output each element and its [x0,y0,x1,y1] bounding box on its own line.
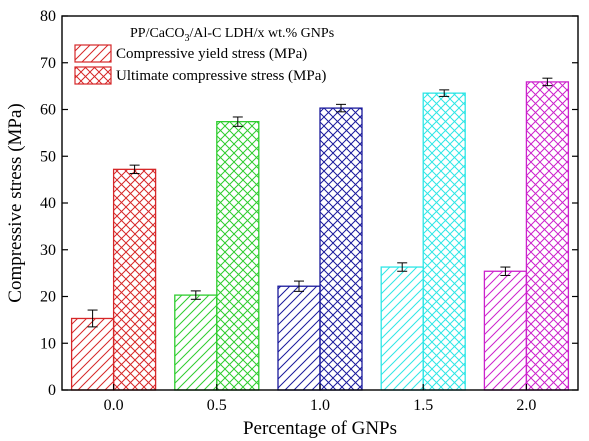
legend-title: PP/CaCO3/Al-C LDH/x wt.% GNPs [130,26,334,44]
x-axis-label: Percentage of GNPs [243,418,397,439]
x-tick-label: 2.0 [516,397,536,414]
bar-ultimate-0.5 [216,121,260,391]
y-tick-label: 60 [40,102,56,119]
legend-swatch-ultimate [74,66,112,85]
x-tick-label: 1.5 [413,397,433,414]
x-tick-label: 0.5 [207,397,227,414]
bar-ultimate-0.0 [112,168,157,391]
y-tick-label: 50 [40,148,56,165]
bar-ultimate-1.5 [422,92,466,391]
bar-yield-0.5 [174,294,218,391]
y-tick-label: 40 [40,195,56,212]
y-tick-label: 80 [40,8,56,25]
y-tick-label: 10 [40,335,56,352]
x-tick-label: 0.0 [104,397,124,414]
bar-yield-1.5 [380,266,424,391]
y-tick-label: 70 [40,55,56,72]
plot-layer [70,77,570,391]
legend-label-ultimate: Ultimate compressive stress (MPa) [116,68,326,84]
bar-ultimate-2.0 [525,81,570,391]
y-tick-label: 20 [40,289,56,306]
y-tick-label: 30 [40,242,56,259]
y-tick-label: 0 [48,382,56,399]
bar-ultimate-1.0 [319,107,363,391]
x-tick-label: 1.0 [310,397,330,414]
bar-yield-1.0 [277,285,321,391]
y-axis-label: Compressive stress (MPa) [5,103,26,302]
bar-yield-0.0 [70,317,115,391]
legend-swatch-yield [74,44,112,63]
bar-yield-2.0 [483,270,528,391]
legend: PP/CaCO3/Al-C LDH/x wt.% GNPs Compressiv… [74,26,334,85]
y-axis: 0 10 20 30 40 50 60 70 80 [40,8,578,399]
legend-label-yield: Compressive yield stress (MPa) [116,46,307,62]
x-axis: 0.0 0.5 1.0 1.5 2.0 [104,384,536,414]
